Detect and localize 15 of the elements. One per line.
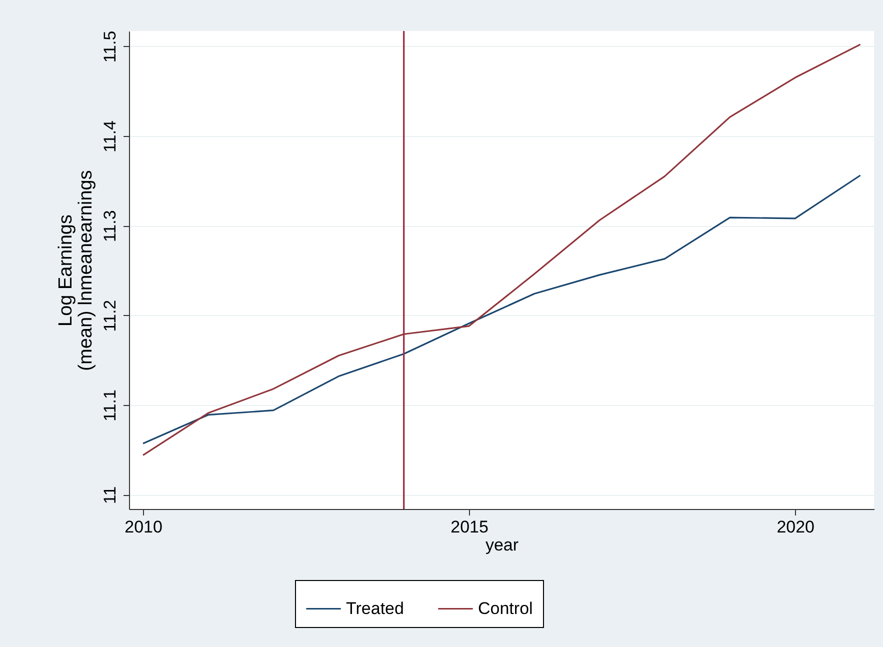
x-axis-title: year [485,536,519,554]
y-tick-label: 11.5 [100,30,120,63]
x-tick-label: 2020 [776,518,815,536]
y-tick-label: 11.2 [100,300,120,332]
y-tick-label: 11.3 [100,210,120,242]
x-tick-label: 2015 [450,518,488,536]
y-tick-label: 11.1 [100,390,120,422]
y-tick-label: 11 [100,486,120,504]
line-series [142,44,862,456]
x-tick-label: 2010 [124,518,162,536]
line-series [142,174,862,444]
y-tick-label: 11.4 [100,120,120,152]
legend-label: Treated [346,598,404,618]
legend-label: Control [478,598,533,618]
y-axis-title: Log Earnings (mean) lnmeanearnings [56,170,96,371]
